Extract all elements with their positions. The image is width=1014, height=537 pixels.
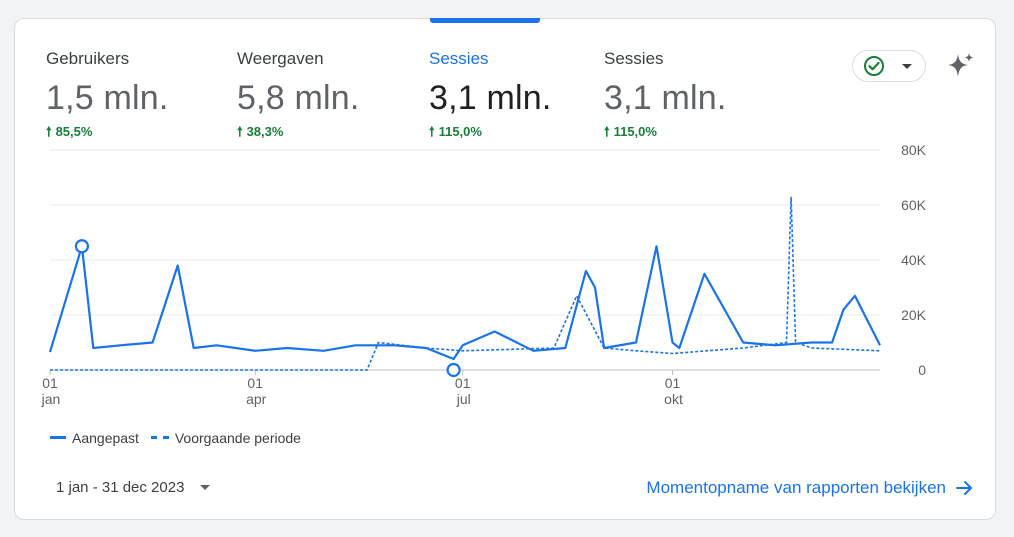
y-tick-label: 40K [901, 252, 927, 268]
arrow-up-icon: 🠕 [46, 124, 52, 139]
date-range-selector[interactable]: 1 jan - 31 dec 2023 [56, 479, 211, 496]
caret-down-icon [200, 485, 211, 490]
metric-label: Sessies [604, 49, 664, 68]
metric-change-value: 115,0% [613, 124, 657, 139]
chart-marker[interactable] [446, 362, 461, 378]
arrow-right-icon [956, 481, 972, 495]
metric-value: 3,1 mln. [429, 79, 552, 117]
metric-value: 5,8 mln. [237, 79, 360, 117]
legend-swatch-solid [50, 436, 66, 439]
chevron-down-icon [902, 64, 912, 69]
chart-marker[interactable] [74, 239, 90, 254]
active-tab-indicator [430, 18, 540, 23]
y-tick-label: 20K [901, 307, 927, 323]
previous-period-line [50, 196, 881, 371]
metric-change: 🠕 85,5% [46, 124, 169, 140]
y-tick-label: 0 [918, 362, 926, 378]
metric-views[interactable]: Weergaven 5,8 mln. 🠕 38,3% [237, 48, 360, 140]
metric-label: Gebruikers [46, 49, 130, 68]
metric-value: 1,5 mln. [46, 79, 169, 117]
metric-label: Sessies [429, 49, 489, 68]
metric-sessions-active[interactable]: Sessies 3,1 mln. 🠕 115,0% [429, 48, 552, 140]
x-tick-month: jan [41, 391, 61, 407]
legend-label: Aangepast [72, 429, 139, 446]
metric-users[interactable]: Gebruikers 1,5 mln. 🠕 85,5% [46, 48, 169, 140]
arrow-up-icon: 🠕 [237, 124, 243, 139]
metric-change: 🠕 38,3% [237, 124, 360, 140]
sparkle-icon[interactable] [945, 50, 977, 82]
x-tick-day: 01 [42, 375, 58, 391]
metric-sessions[interactable]: Sessies 3,1 mln. 🠕 115,0% [604, 48, 727, 140]
date-range-label: 1 jan - 31 dec 2023 [56, 479, 185, 496]
metric-value: 3,1 mln. [604, 79, 727, 117]
legend-item-current[interactable]: Aangepast [50, 430, 139, 446]
x-tick-month: jul [456, 391, 471, 407]
metric-change-value: 38,3% [246, 124, 284, 139]
view-reports-snapshot-link[interactable]: Momentopname van rapporten bekijken [646, 478, 974, 498]
x-tick-day: 01 [247, 375, 263, 391]
x-tick-month: apr [246, 391, 267, 407]
metric-change: 🠕 115,0% [429, 124, 552, 140]
legend-swatch-dashed [150, 436, 169, 439]
arrow-up-icon: 🠕 [429, 124, 435, 139]
x-tick-month: okt [664, 391, 683, 407]
metric-change: 🠕 115,0% [604, 124, 727, 140]
current-period-line [48, 245, 881, 361]
report-link-label: Momentopname van rapporten bekijken [646, 478, 946, 497]
y-tick-label: 60K [901, 197, 927, 213]
chart-legend: Aangepast Voorgaande periode [50, 426, 309, 446]
legend-item-previous[interactable]: Voorgaande periode [150, 429, 301, 446]
x-tick-day: 01 [455, 375, 471, 391]
y-tick-label: 80K [901, 142, 927, 158]
metric-change-value: 85,5% [55, 124, 93, 139]
x-tick-day: 01 [665, 375, 681, 391]
metric-change-value: 115,0% [438, 124, 482, 139]
legend-label: Voorgaande periode [174, 429, 301, 446]
check-circle-icon [864, 56, 884, 76]
metric-label: Weergaven [237, 49, 324, 68]
data-quality-dropdown[interactable] [852, 50, 926, 82]
arrow-up-icon: 🠕 [604, 124, 610, 139]
